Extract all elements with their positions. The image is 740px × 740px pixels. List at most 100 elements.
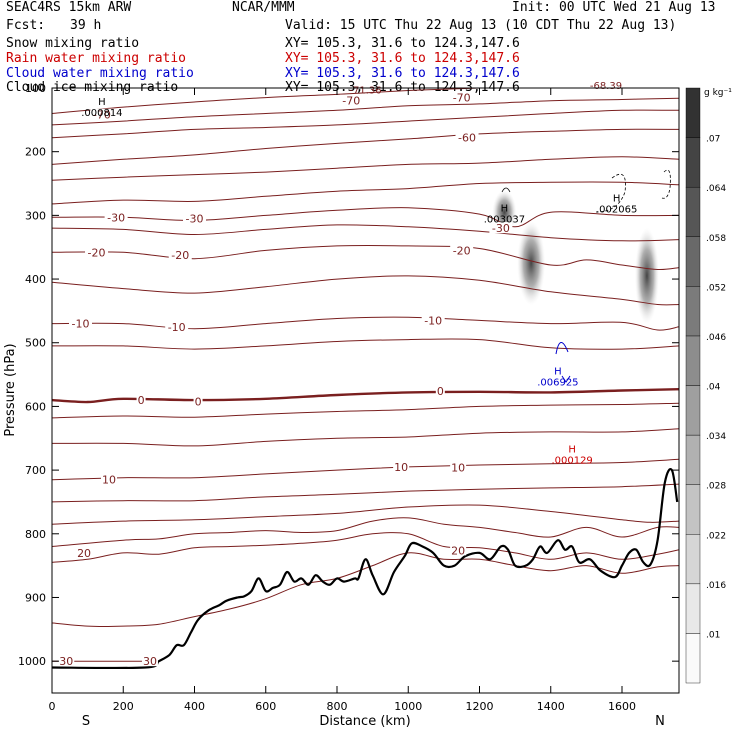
x-axis-label: Distance (km) — [319, 714, 410, 729]
valid-time: Valid: 15 UTC Thu 22 Aug 13 (10 CDT Thu … — [285, 18, 677, 33]
isotherm-label: 20 — [77, 547, 91, 560]
isotherm-line — [52, 97, 679, 126]
init-time: Init: 00 UTC Wed 21 Aug 13 — [512, 0, 716, 15]
colorbar-tick-label: .028 — [706, 482, 726, 492]
forecast-label: Fcst: — [6, 18, 46, 33]
isotherm-label-bg — [183, 212, 206, 224]
extremum-value: .003037 — [484, 215, 525, 226]
colorbar-swatch — [685, 583, 701, 634]
isotherm-line — [52, 224, 679, 242]
isotherm-label-bg — [101, 473, 117, 485]
isotherm-line — [52, 428, 679, 447]
x-tick-label: 600 — [255, 700, 276, 713]
extremum-marker: H — [554, 367, 562, 378]
colorbar-tick-label: .07 — [706, 135, 720, 145]
isotherm-label: -30 — [186, 213, 204, 226]
field-name-rain: Rain water mixing ratio — [6, 51, 187, 66]
x-tick-label: 1200 — [466, 700, 494, 713]
x-tick-label: 400 — [184, 700, 205, 713]
cloud-ice-shading — [634, 227, 659, 324]
cloud-ice-contour — [501, 187, 511, 193]
colorbar-swatch — [685, 335, 701, 386]
isotherm-label-bg — [104, 211, 128, 223]
isotherm-line — [52, 244, 679, 271]
extremum-value: .000814 — [81, 108, 122, 119]
y-tick-label: 800 — [25, 528, 46, 541]
isotherm-line — [52, 517, 679, 547]
x-tick-label: 0 — [49, 700, 56, 713]
x-tick-label: 200 — [113, 700, 134, 713]
y-tick-label: 100 — [25, 82, 46, 95]
field-xy-rain: XY= 105.3, 31.6 to 124.3,147.6 — [285, 51, 520, 66]
isotherm-label-bg — [76, 546, 93, 558]
terrain-line — [52, 468, 679, 670]
colorbar-swatch — [685, 186, 701, 237]
colorbar-swatch — [685, 137, 701, 188]
cloud-water-contour — [555, 342, 569, 355]
field-xy-cloud-water: XY= 105.3, 31.6 to 124.3,147.6 — [285, 66, 520, 81]
colorbar-tick-label: .046 — [706, 333, 726, 343]
isotherm-label: -10 — [424, 314, 442, 327]
y-tick-label: 500 — [25, 337, 46, 350]
x-tick-label: 800 — [327, 700, 348, 713]
y-tick-label: 400 — [25, 273, 46, 286]
forecast-hour: 39 h — [70, 18, 102, 33]
isotherm-line — [52, 552, 679, 627]
colorbar-unit: g kg⁻¹ — [704, 88, 732, 98]
colorbar-tick-label: .04 — [706, 383, 721, 393]
isotherm-label: 30 — [59, 655, 73, 668]
isotherm-label-bg — [421, 314, 445, 326]
y-tick-label: 200 — [25, 146, 46, 159]
colorbar-tick-label: .058 — [706, 234, 726, 244]
isotherm-label-bg — [435, 385, 445, 397]
extremum-marker: H — [613, 193, 621, 204]
isotherm-label-bg — [90, 108, 114, 120]
isotherm-label-bg — [85, 246, 109, 258]
cloud-ice-contour — [595, 173, 626, 213]
field-xy-snow: XY= 105.3, 31.6 to 124.3,147.6 — [285, 36, 520, 51]
colorbar-swatch — [685, 385, 701, 436]
cloud-water-contour — [561, 375, 571, 383]
south-label: S — [82, 714, 90, 729]
isotherm-label: 0 — [437, 385, 444, 398]
y-tick-label: 1000 — [18, 655, 46, 668]
isotherm-line — [52, 181, 679, 205]
isotherm-label-bg — [69, 317, 92, 329]
isotherm-label-bg — [455, 131, 479, 143]
colorbar-tick-label: .034 — [706, 432, 726, 442]
north-label: N — [655, 714, 665, 729]
extremum-value: .000129 — [551, 455, 592, 466]
cloud-ice-contour — [661, 169, 671, 199]
isotherm-line — [52, 207, 679, 228]
isotherm-label-bg — [339, 94, 363, 106]
extremum-marker: H — [98, 97, 106, 108]
extremum-marker: H — [501, 204, 509, 215]
model-name: SEAC4RS 15km ARW — [6, 0, 132, 15]
colorbar-swatch — [685, 236, 701, 287]
isotherm-line — [52, 483, 679, 503]
isotherm-line — [52, 109, 679, 139]
isotherm-line — [52, 156, 679, 181]
isotherm-label-bg — [450, 91, 474, 103]
isotherm-label-bg — [168, 248, 192, 260]
isotherm-label: 10 — [102, 474, 116, 487]
colorbar-tick-label: .016 — [706, 581, 726, 591]
isotherm-label: 10 — [394, 461, 408, 474]
isotherm-label: 0 — [195, 395, 202, 408]
isotherm-label: -10 — [72, 318, 90, 331]
extremum-value: .006925 — [537, 378, 578, 389]
organization: NCAR/MMM — [232, 0, 295, 15]
isotherm-label: -20 — [88, 246, 106, 259]
isotherm-label-bg — [193, 395, 203, 407]
y-tick-label: 900 — [25, 591, 46, 604]
x-tick-label: 1000 — [394, 700, 422, 713]
isotherm-line — [52, 402, 679, 419]
y-tick-label: 700 — [25, 464, 46, 477]
isotherm-line — [52, 316, 679, 331]
isotherm-label: -10 — [168, 321, 186, 334]
colorbar-swatch — [685, 434, 701, 485]
colorbar-tick-label: .01 — [706, 630, 720, 640]
isotherm-label: -70 — [93, 109, 111, 122]
plot-frame — [51, 87, 680, 694]
